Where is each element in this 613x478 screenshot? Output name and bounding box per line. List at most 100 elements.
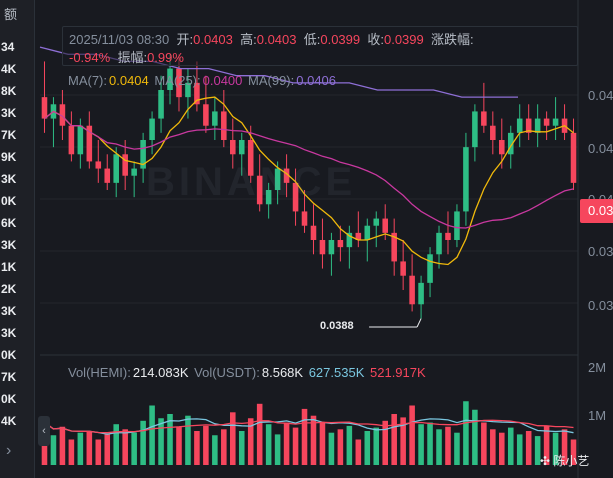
candle-body bbox=[149, 118, 155, 140]
candle-body bbox=[400, 261, 406, 276]
volume-bar bbox=[301, 408, 308, 465]
close-value: 0.0399 bbox=[383, 32, 424, 47]
candle-body bbox=[310, 225, 317, 240]
market-list-item[interactable]: 0K bbox=[1, 392, 17, 406]
volume-bar bbox=[283, 422, 290, 465]
candle-body bbox=[373, 218, 380, 226]
volume-bar bbox=[534, 436, 541, 465]
vol-quote-value: 8.568K bbox=[261, 365, 304, 380]
high-label: 高: bbox=[240, 32, 257, 47]
candle-body bbox=[328, 240, 335, 255]
volume-bar bbox=[319, 422, 326, 465]
volume-bar bbox=[328, 432, 335, 465]
market-list-item[interactable]: 2K bbox=[1, 282, 17, 296]
exchange-logo-watermark: BINANCE bbox=[146, 160, 357, 204]
volume-ma-lines bbox=[44, 418, 574, 435]
market-list-item[interactable]: 0K bbox=[1, 194, 17, 208]
candle-body bbox=[265, 190, 272, 205]
volume-bar bbox=[507, 427, 514, 465]
market-list-item[interactable]: 3K bbox=[1, 326, 17, 340]
open-label: 开: bbox=[176, 32, 194, 47]
candle-body bbox=[274, 168, 281, 190]
volume-bars bbox=[41, 401, 577, 465]
y-tick-4: 0.03 bbox=[588, 244, 613, 259]
volume-bar bbox=[516, 434, 523, 465]
market-list-item[interactable]: 7K bbox=[1, 370, 17, 384]
ma25-line bbox=[44, 110, 574, 229]
candle-body bbox=[319, 240, 326, 255]
candle-body bbox=[95, 161, 102, 169]
chevron-right-icon[interactable]: › bbox=[6, 442, 12, 459]
candle-body bbox=[238, 140, 245, 155]
volume-bar bbox=[472, 409, 478, 465]
market-list-item[interactable]: 34 bbox=[1, 40, 15, 54]
volume-bar bbox=[158, 418, 164, 465]
candle-body bbox=[113, 154, 119, 183]
market-list-item[interactable]: 3K bbox=[1, 238, 17, 252]
market-list-item[interactable]: 4K bbox=[1, 62, 17, 76]
market-list-item[interactable]: 3K bbox=[1, 304, 17, 318]
candle-body bbox=[418, 282, 424, 305]
volume-bar bbox=[561, 429, 568, 465]
volume-bar bbox=[499, 432, 505, 465]
volume-bar bbox=[68, 439, 75, 465]
ma99-label: MA(99): bbox=[248, 73, 295, 88]
candle-body bbox=[472, 111, 478, 148]
ma25-value: 0.0400 bbox=[202, 73, 243, 88]
candle-body bbox=[499, 140, 505, 155]
candle-body bbox=[427, 254, 433, 283]
ma-legend: MA(7): 0.0404 MA(25): 0.0400 MA(99): 0.0406 bbox=[68, 73, 338, 88]
low-value: 0.0399 bbox=[320, 32, 361, 47]
volume-bar bbox=[409, 405, 415, 465]
grid-lines bbox=[40, 0, 579, 478]
market-list-item[interactable]: 3K bbox=[1, 172, 17, 186]
ma7-label: MA(7): bbox=[68, 73, 107, 88]
volume-bar bbox=[310, 415, 317, 465]
volume-bar bbox=[463, 401, 469, 465]
close-label: 收: bbox=[367, 32, 384, 47]
volume-bar bbox=[167, 414, 173, 465]
volume-bar bbox=[176, 426, 182, 465]
candle-body bbox=[256, 175, 263, 205]
market-list-item[interactable]: 7K bbox=[1, 128, 17, 142]
scroll-left-button[interactable]: ‹ bbox=[38, 416, 50, 446]
candle-body bbox=[382, 218, 388, 233]
market-list-item[interactable]: 0K bbox=[1, 348, 17, 362]
market-list-item[interactable]: 3K bbox=[1, 106, 17, 120]
volume-bar bbox=[346, 425, 353, 465]
market-list-item[interactable]: 1K bbox=[1, 260, 17, 274]
volume-bar bbox=[95, 439, 102, 465]
volume-bar bbox=[122, 429, 128, 465]
candle-body bbox=[283, 168, 290, 183]
candle-body bbox=[140, 140, 146, 169]
candle-body bbox=[212, 111, 218, 126]
vol-base-value: 214.083K bbox=[132, 365, 189, 380]
candle-body bbox=[445, 232, 451, 240]
market-list-item[interactable]: 9K bbox=[1, 150, 17, 164]
ma7-value: 0.0404 bbox=[109, 73, 149, 88]
candle-body bbox=[68, 125, 75, 155]
volume-bar bbox=[445, 426, 451, 465]
candle-body bbox=[391, 232, 397, 262]
volume-bar bbox=[256, 403, 263, 465]
volume-bar bbox=[247, 418, 254, 465]
volume-bar bbox=[274, 434, 281, 465]
candle-body bbox=[454, 211, 460, 240]
candle-body bbox=[203, 104, 209, 126]
candle-body bbox=[490, 125, 496, 140]
author-watermark: ✣ 陈小艺 bbox=[540, 454, 590, 468]
volume-bar bbox=[436, 429, 442, 465]
ma25-label: MA(25): bbox=[154, 73, 201, 88]
candle-body bbox=[230, 140, 236, 155]
market-list-item[interactable]: 4K bbox=[1, 414, 17, 428]
market-list-item[interactable]: 8K bbox=[1, 84, 17, 98]
candle-body bbox=[194, 82, 200, 105]
volume-bar bbox=[265, 424, 272, 465]
candle-body bbox=[507, 132, 514, 155]
min-marker-line bbox=[416, 318, 422, 328]
y-tick-2: 0.04 bbox=[588, 141, 613, 156]
candle-body bbox=[570, 132, 577, 183]
y-tick-5: 0.03 bbox=[588, 298, 613, 313]
market-list-item[interactable]: 6K bbox=[1, 216, 17, 230]
